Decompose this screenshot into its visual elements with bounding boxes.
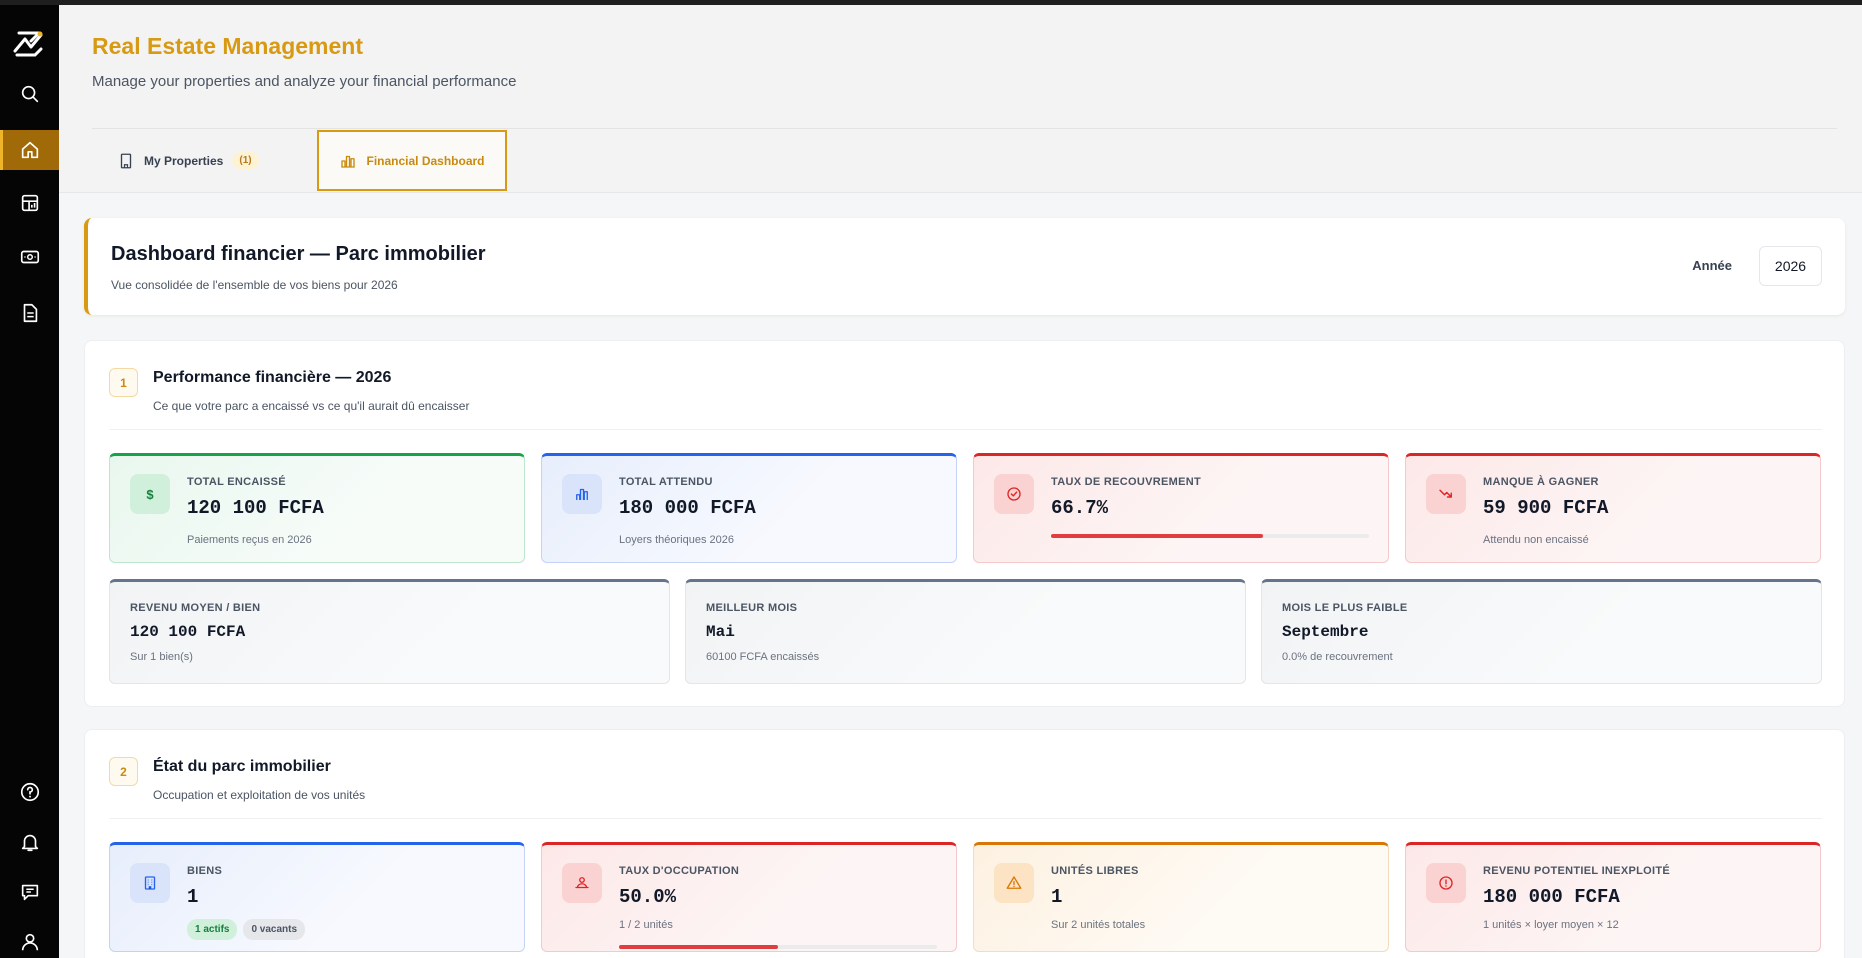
building-icon (130, 863, 170, 903)
kpi-label: TAUX D'OCCUPATION (619, 865, 740, 877)
kpi-value: 66.7% (1051, 497, 1109, 519)
section-number: 1 (109, 368, 138, 397)
kpi-value: 1 (187, 886, 199, 908)
kpi-note: Paiements reçus en 2026 (187, 534, 312, 546)
bar-chart-icon (341, 155, 356, 168)
section-divider (109, 818, 1822, 819)
stat-value: Mai (706, 623, 735, 641)
dollar-icon: $ (130, 474, 170, 514)
stat-note: Sur 1 bien(s) (130, 651, 193, 663)
kpi-total-expected: TOTAL ATTENDU 180 000 FCFA Loyers théori… (541, 453, 957, 563)
payments-icon[interactable] (0, 237, 59, 277)
kpi-shortfall: MANQUE À GAGNER 59 900 FCFA Attendu non … (1405, 453, 1821, 563)
dashboard-subtitle: Vue consolidée de l'ensemble de vos bien… (111, 278, 398, 292)
kpi-note: Attendu non encaissé (1483, 534, 1589, 546)
section-title: État du parc immobilier (153, 758, 331, 775)
year-label: Année (1692, 258, 1732, 273)
property-status-chips: 1 actifs 0 vacants (187, 919, 306, 940)
occupancy-progress-fill (619, 945, 778, 949)
page-subtitle: Manage your properties and analyze your … (92, 73, 517, 90)
stat-note: 0.0% de recouvrement (1282, 651, 1393, 663)
kpi-note: Loyers théoriques 2026 (619, 534, 734, 546)
kpi-occupancy-rate: TAUX D'OCCUPATION 50.0% 1 / 2 unités (541, 842, 957, 952)
kpi-label: TAUX DE RECOUVREMENT (1051, 476, 1202, 488)
trending-down-icon (1426, 474, 1466, 514)
kpi-label: TOTAL ENCAISSÉ (187, 476, 286, 488)
stat-label: REVENU MOYEN / BIEN (130, 602, 261, 614)
kpi-properties: BIENS 1 1 actifs 0 vacants (109, 842, 525, 952)
kpi-value: 180 000 FCFA (619, 497, 756, 519)
logo-icon[interactable] (11, 25, 47, 61)
warning-icon (994, 863, 1034, 903)
kpi-label: TOTAL ATTENDU (619, 476, 713, 488)
section-subtitle: Ce que votre parc a encaissé vs ce qu'il… (153, 399, 470, 413)
page-title: Real Estate Management (92, 33, 363, 59)
section-title: Performance financière — 2026 (153, 369, 392, 386)
tab-financial-dashboard-label: Financial Dashboard (366, 153, 485, 168)
stat-value: 120 100 FCFA (130, 623, 246, 641)
properties-count-badge: (1) (232, 152, 259, 169)
stat-weakest-month: MOIS LE PLUS FAIBLE Septembre 0.0% de re… (1261, 579, 1822, 684)
dashboard-hero-card: Dashboard financier — Parc immobilier Vu… (84, 218, 1845, 315)
alert-circle-icon (1426, 863, 1466, 903)
tab-my-properties-label: My Properties (144, 153, 224, 168)
stat-value: Septembre (1282, 623, 1369, 641)
active-chip: 1 actifs (187, 919, 238, 940)
dashboard-content: Dashboard financier — Parc immobilier Vu… (59, 193, 1862, 958)
kpi-total-collected: $ TOTAL ENCAISSÉ 120 100 FCFA Paiements … (109, 453, 525, 563)
help-icon[interactable] (0, 772, 59, 812)
recovery-progress-fill (1051, 534, 1264, 538)
main-area: Real Estate Management Manage your prope… (59, 5, 1862, 958)
kpi-value: 1 (1051, 886, 1063, 908)
kpi-label: REVENU POTENTIEL INEXPLOITÉ (1483, 865, 1670, 877)
kpi-free-units: UNITÉS LIBRES 1 Sur 2 unités totales (973, 842, 1389, 952)
stat-label: MOIS LE PLUS FAIBLE (1282, 602, 1408, 614)
sidebar (0, 5, 59, 958)
search-icon[interactable] (0, 74, 59, 114)
kpi-label: BIENS (187, 865, 223, 877)
vacant-chip: 0 vacants (243, 919, 306, 940)
kpi-untapped-revenue: REVENU POTENTIEL INEXPLOITÉ 180 000 FCFA… (1405, 842, 1821, 952)
stat-label: MEILLEUR MOIS (706, 602, 798, 614)
dashboard-title: Dashboard financier — Parc immobilier (111, 243, 486, 265)
tab-financial-dashboard[interactable]: Financial Dashboard (317, 130, 507, 191)
kpi-note: 1 unités × loyer moyen × 12 (1483, 919, 1619, 931)
stat-average-revenue: REVENU MOYEN / BIEN 120 100 FCFA Sur 1 b… (109, 579, 670, 684)
kpi-recovery-rate: TAUX DE RECOUVREMENT 66.7% (973, 453, 1389, 563)
section-number: 2 (109, 757, 138, 786)
document-icon[interactable] (0, 293, 59, 333)
user-icon[interactable] (0, 922, 59, 958)
kpi-note: 1 / 2 unités (619, 919, 673, 931)
recovery-progress-bar (1051, 534, 1369, 538)
section-divider (109, 429, 1822, 430)
stat-best-month: MEILLEUR MOIS Mai 60100 FCFA encaissés (685, 579, 1246, 684)
window-top-bar (0, 0, 1862, 5)
portfolio-state-section: 2 État du parc immobilier Occupation et … (84, 729, 1845, 958)
kpi-value: 50.0% (619, 886, 677, 908)
occupancy-progress-bar (619, 945, 937, 949)
tab-my-properties[interactable]: My Properties (1) (117, 130, 259, 191)
kpi-value: 59 900 FCFA (1483, 497, 1609, 519)
dashboard-icon[interactable] (0, 183, 59, 223)
check-circle-icon (994, 474, 1034, 514)
person-icon (562, 863, 602, 903)
kpi-value: 180 000 FCFA (1483, 886, 1620, 908)
bell-icon[interactable] (0, 822, 59, 862)
financial-performance-section: 1 Performance financière — 2026 Ce que v… (84, 340, 1845, 707)
bar-chart-icon (562, 474, 602, 514)
kpi-value: 120 100 FCFA (187, 497, 324, 519)
page-header: Real Estate Management Manage your prope… (59, 5, 1862, 193)
kpi-label: MANQUE À GAGNER (1483, 476, 1599, 488)
header-divider (92, 128, 1837, 129)
year-select[interactable]: 2026 (1759, 246, 1822, 286)
section-subtitle: Occupation et exploitation de vos unités (153, 788, 366, 802)
stat-note: 60100 FCFA encaissés (706, 651, 820, 663)
home-icon[interactable] (0, 130, 59, 170)
kpi-note: Sur 2 unités totales (1051, 919, 1146, 931)
chat-icon[interactable] (0, 872, 59, 912)
building-icon (120, 153, 132, 168)
kpi-label: UNITÉS LIBRES (1051, 865, 1139, 877)
